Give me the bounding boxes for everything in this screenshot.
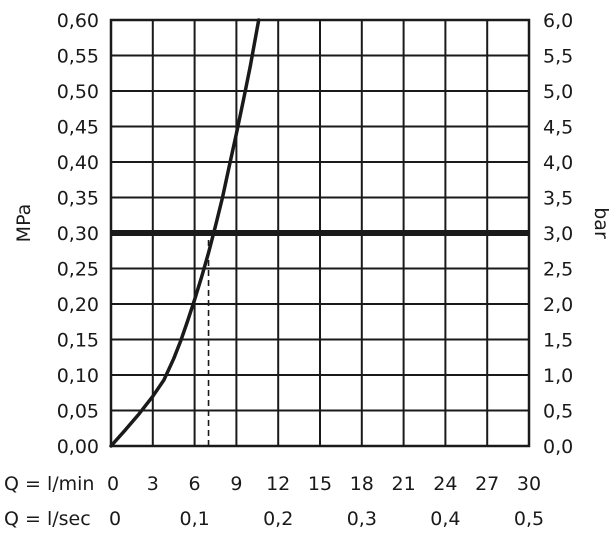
left-tick-label: 0,00	[57, 436, 99, 458]
right-axis-title: bar	[590, 207, 612, 239]
left-tick-label: 0,55	[57, 46, 99, 68]
x-axis-secondary-ticks: 0 0,1 0,2 0,3 0,4 0,5	[109, 508, 544, 530]
right-tick-label: 4,0	[543, 152, 573, 174]
right-tick-label: 5,0	[543, 81, 573, 103]
right-tick-label: 3,0	[543, 223, 573, 245]
x-axis-primary-title: Q = l/min	[4, 473, 94, 495]
plot-frame	[109, 18, 531, 448]
x-primary-tick-label: 15	[308, 473, 332, 495]
right-tick-label: 6,0	[543, 10, 573, 32]
right-tick-label: 2,0	[543, 294, 573, 316]
left-tick-label: 0,25	[57, 259, 99, 281]
left-tick-label: 0,20	[57, 294, 99, 316]
left-tick-label: 0,35	[57, 188, 99, 210]
left-axis-ticks: 0,00 0,05 0,10 0,15 0,20 0,25 0,30 0,35 0,40 0,45…	[57, 10, 99, 458]
x-primary-tick-label: 6	[189, 473, 201, 495]
series-layer	[109, 18, 261, 448]
x-primary-tick-label: 21	[392, 473, 416, 495]
left-tick-label: 0,30	[57, 223, 99, 245]
series-line	[109, 18, 261, 448]
right-tick-label: 4,5	[543, 117, 573, 139]
right-axis-ticks: 0,0 0,5 1,0 1,5 2,0 2,5 3,0 3,5 4,0 4,5 5,0 5,5 6,0	[543, 10, 573, 458]
left-axis-title: MPa	[13, 204, 35, 243]
x-axis-secondary-title: Q = l/sec	[4, 508, 91, 530]
right-tick-label: 5,5	[543, 46, 573, 68]
x-secondary-tick-label: 0,3	[347, 508, 377, 530]
x-primary-tick-label: 27	[475, 473, 499, 495]
x-primary-tick-label: 30	[517, 473, 541, 495]
x-secondary-tick-label: 0,4	[430, 508, 460, 530]
left-tick-label: 0,45	[57, 117, 99, 139]
x-axis-primary-ticks: 0 3 6 9 12 15 18 21 24 27 30	[107, 473, 541, 495]
reference-layer	[111, 230, 529, 446]
right-tick-label: 0,0	[543, 436, 573, 458]
x-secondary-tick-label: 0,5	[514, 508, 544, 530]
right-tick-label: 1,5	[543, 330, 573, 352]
x-primary-tick-label: 9	[230, 473, 242, 495]
right-tick-label: 3,5	[543, 188, 573, 210]
x-primary-tick-label: 18	[350, 473, 374, 495]
x-primary-tick-label: 24	[433, 473, 457, 495]
left-tick-label: 0,15	[57, 330, 99, 352]
left-tick-label: 0,60	[57, 10, 99, 32]
right-tick-label: 2,5	[543, 259, 573, 281]
x-secondary-tick-label: 0,1	[179, 508, 209, 530]
left-tick-label: 0,50	[57, 81, 99, 103]
right-tick-label: 1,0	[543, 365, 573, 387]
x-secondary-tick-label: 0	[109, 508, 121, 530]
x-primary-tick-label: 12	[266, 473, 290, 495]
x-secondary-tick-label: 0,2	[263, 508, 293, 530]
x-primary-tick-label: 0	[107, 473, 119, 495]
x-primary-tick-label: 3	[147, 473, 159, 495]
right-tick-label: 0,5	[543, 401, 573, 423]
left-tick-label: 0,10	[57, 365, 99, 387]
left-tick-label: 0,40	[57, 152, 99, 174]
left-tick-label: 0,05	[57, 401, 99, 423]
